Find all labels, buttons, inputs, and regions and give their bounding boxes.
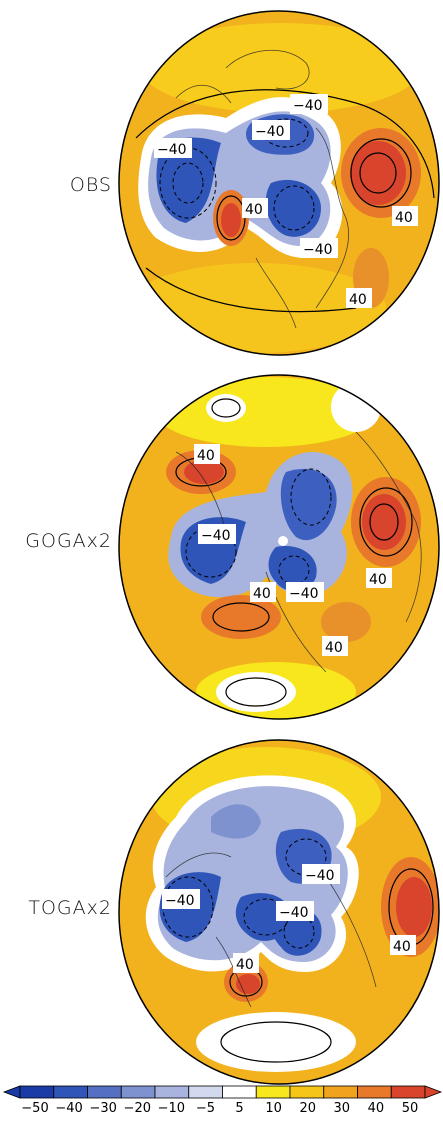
colorbar-swatch — [323, 1085, 358, 1099]
contour-label: −40 — [157, 142, 187, 158]
contour-label: −40 — [293, 98, 323, 114]
contour-label: 40 — [395, 210, 413, 226]
colorbar-tick-label: −20 — [123, 1101, 151, 1116]
contour-labels: −40 −40 −40 40 −40 40 40 — [154, 94, 418, 308]
contour-label: 40 — [197, 448, 215, 464]
colorbar-tick-label: 5 — [235, 1101, 244, 1116]
colorbar-swatch — [188, 1085, 223, 1099]
contour-label: 40 — [245, 202, 263, 218]
panel-togax2: TOGAx2 — [0, 737, 443, 1097]
colorbar-tick-label: −30 — [89, 1101, 117, 1116]
panel-label-togax2: TOGAx2 — [28, 897, 112, 919]
colorbar-tick-label: 50 — [401, 1101, 419, 1116]
panel-gogax2: GOGAx2 — [0, 372, 443, 732]
contour-label: −40 — [305, 868, 335, 884]
colorbar-swatch — [222, 1085, 257, 1099]
polar-map-gogax2: 40 −40 40 −40 40 40 — [118, 374, 440, 720]
colorbar-swatch — [53, 1085, 88, 1099]
contour-label: −40 — [165, 893, 195, 909]
colorbar-swatch — [154, 1085, 190, 1099]
colorbar-swatch — [19, 1085, 55, 1099]
contour-label: −40 — [289, 586, 319, 602]
contour-label: 40 — [393, 939, 411, 955]
colorbar-swatch — [357, 1085, 392, 1099]
contour-label: 40 — [349, 292, 367, 308]
colorbar-swatches — [2, 1085, 443, 1099]
contour-labels: −40 −40 −40 40 40 — [162, 864, 416, 973]
panel-label-obs: OBS — [69, 174, 112, 196]
colorbar-tick-label: 30 — [333, 1101, 351, 1116]
colorbar-swatch — [390, 1085, 426, 1099]
colorbar-tick-label: 10 — [265, 1101, 282, 1116]
contour-label: 40 — [325, 640, 343, 656]
colorbar-tick-label: −10 — [157, 1101, 186, 1116]
colorbar-tick-label: −50 — [21, 1101, 49, 1116]
contour-label: 40 — [369, 572, 387, 588]
contour-label: 40 — [253, 586, 271, 602]
colorbar-arrow-right — [424, 1085, 443, 1099]
contour-label: −40 — [279, 905, 309, 921]
panel-obs: OBS — [0, 8, 443, 368]
colorbar-arrow-left — [2, 1085, 21, 1099]
colorbar-tick-label: −5 — [195, 1101, 216, 1116]
contour-label: 40 — [236, 957, 254, 973]
contour-label: −40 — [255, 124, 285, 140]
colorbar — [0, 1082, 443, 1126]
colorbar-swatch — [87, 1085, 122, 1099]
contour-label: −40 — [201, 528, 231, 544]
colorbar-tick-label: 40 — [367, 1101, 385, 1116]
colorbar-tick-label: 20 — [299, 1101, 316, 1116]
contour-label: −40 — [303, 242, 333, 258]
contour-labels: 40 −40 40 −40 40 40 — [194, 444, 392, 656]
colorbar-swatch — [120, 1085, 156, 1099]
polar-map-obs: −40 −40 −40 40 −40 40 40 — [118, 10, 440, 356]
polar-map-togax2: −40 −40 −40 40 40 — [118, 739, 440, 1085]
panel-label-gogax2: GOGAx2 — [25, 530, 112, 552]
colorbar-swatch — [289, 1085, 325, 1099]
colorbar-swatch — [255, 1085, 291, 1099]
colorbar-tick-label: −40 — [55, 1101, 83, 1116]
